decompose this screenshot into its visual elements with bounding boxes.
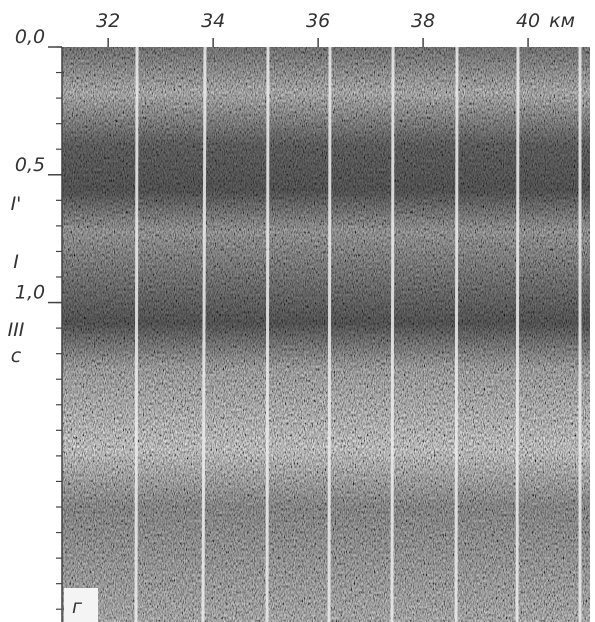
x-tick-label: 32 <box>96 10 120 32</box>
panel-label: г <box>72 596 83 618</box>
horizon-label: III <box>8 319 25 341</box>
panel-label-box <box>64 588 98 622</box>
x-tick-label: 40 <box>516 10 540 32</box>
horizon-label: I <box>13 251 19 273</box>
horizon-label: I' <box>11 193 22 215</box>
y-tick-label: 0,5 <box>15 154 45 176</box>
x-tick-label: 38 <box>411 10 435 32</box>
y-tick-label: 0,0 <box>15 26 45 48</box>
y-tick-label: 1,0 <box>15 282 45 304</box>
x-tick-label: 36 <box>306 10 330 32</box>
x-axis-unit: км <box>549 10 575 32</box>
reflector-bands <box>62 47 590 622</box>
seismic-section <box>62 46 590 622</box>
horizon-label: c <box>11 345 22 367</box>
x-tick-label: 34 <box>201 10 225 32</box>
trace-gaps <box>134 46 582 622</box>
